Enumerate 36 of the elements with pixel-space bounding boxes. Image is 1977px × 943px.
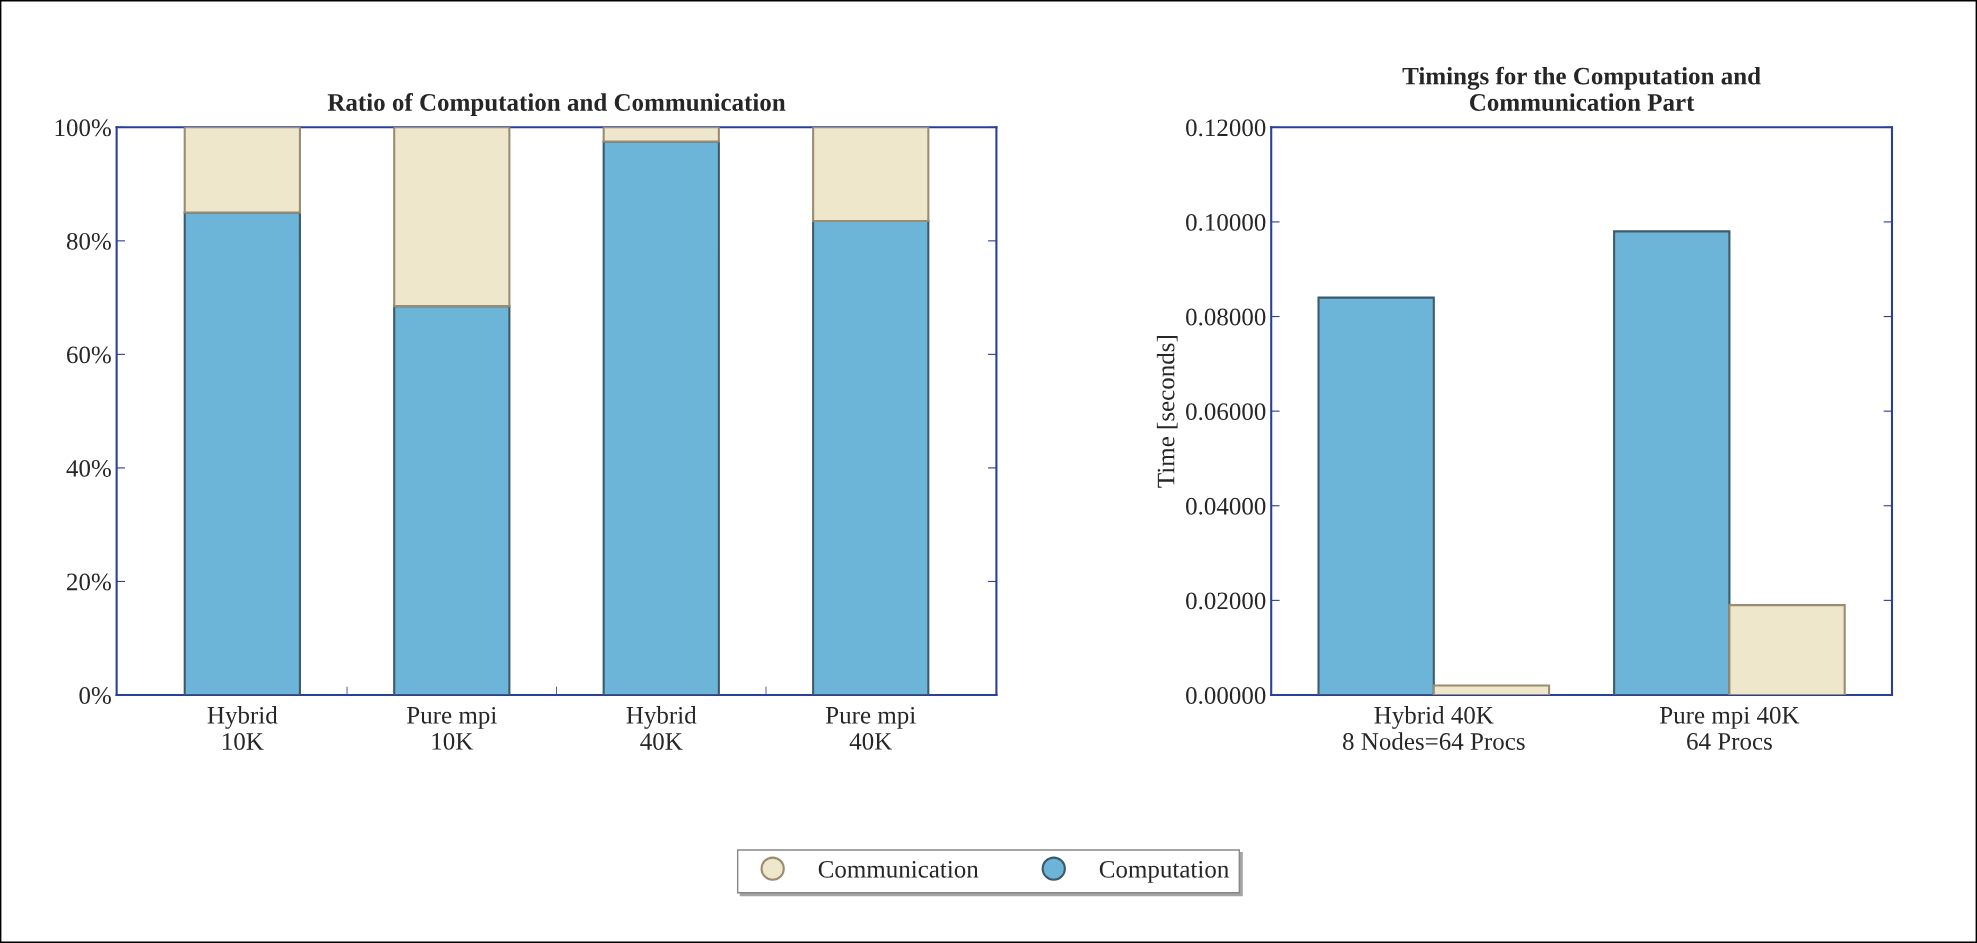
bar xyxy=(812,127,930,223)
x-tick-label: Hybrid 40K xyxy=(626,706,697,750)
chart-title: Timings for the Computation and Communication Part xyxy=(1402,66,1761,111)
y-tick-label: 60% xyxy=(67,346,111,364)
bar xyxy=(1613,230,1731,695)
bar xyxy=(393,127,511,308)
chart-title: Ratio of Computation and Communication xyxy=(327,93,786,116)
x-tick-label: Pure mpi 40K 64 Procs xyxy=(1659,706,1800,750)
x-tick-label: Hybrid 10K xyxy=(207,706,278,750)
x-tick-label: Hybrid 40K 8 Nodes=64 Procs xyxy=(1342,706,1525,750)
y-tick-label: 0.02000 xyxy=(1186,592,1266,610)
y-tick-label: 0% xyxy=(79,687,111,704)
y-axis-title: Time [seconds] xyxy=(1156,336,1178,488)
y-tick-label: 40% xyxy=(66,459,111,477)
legend-label: Communication xyxy=(818,860,979,878)
bar xyxy=(1317,296,1435,695)
legend-label: Computation xyxy=(1099,860,1229,883)
y-tick-label: 100% xyxy=(55,119,111,137)
bar xyxy=(183,127,301,214)
bar xyxy=(1432,684,1551,695)
y-tick-label: 0.08000 xyxy=(1186,308,1266,326)
bar xyxy=(393,305,511,695)
bar xyxy=(602,140,720,695)
bar xyxy=(812,219,930,695)
y-tick-label: 0.00000 xyxy=(1186,687,1266,705)
x-tick-label: Pure mpi 40K xyxy=(825,706,916,750)
y-tick-label: 0.06000 xyxy=(1186,403,1266,421)
bar xyxy=(602,127,720,143)
y-tick-label: 0.04000 xyxy=(1186,497,1266,515)
y-tick-label: 0.10000 xyxy=(1186,213,1266,231)
y-tick-label: 0.12000 xyxy=(1186,119,1266,137)
bar xyxy=(1728,604,1846,695)
x-tick-label: Pure mpi 10K xyxy=(407,706,497,750)
bar xyxy=(183,211,301,695)
y-tick-label: 80% xyxy=(66,232,111,250)
y-tick-label: 20% xyxy=(67,573,111,591)
